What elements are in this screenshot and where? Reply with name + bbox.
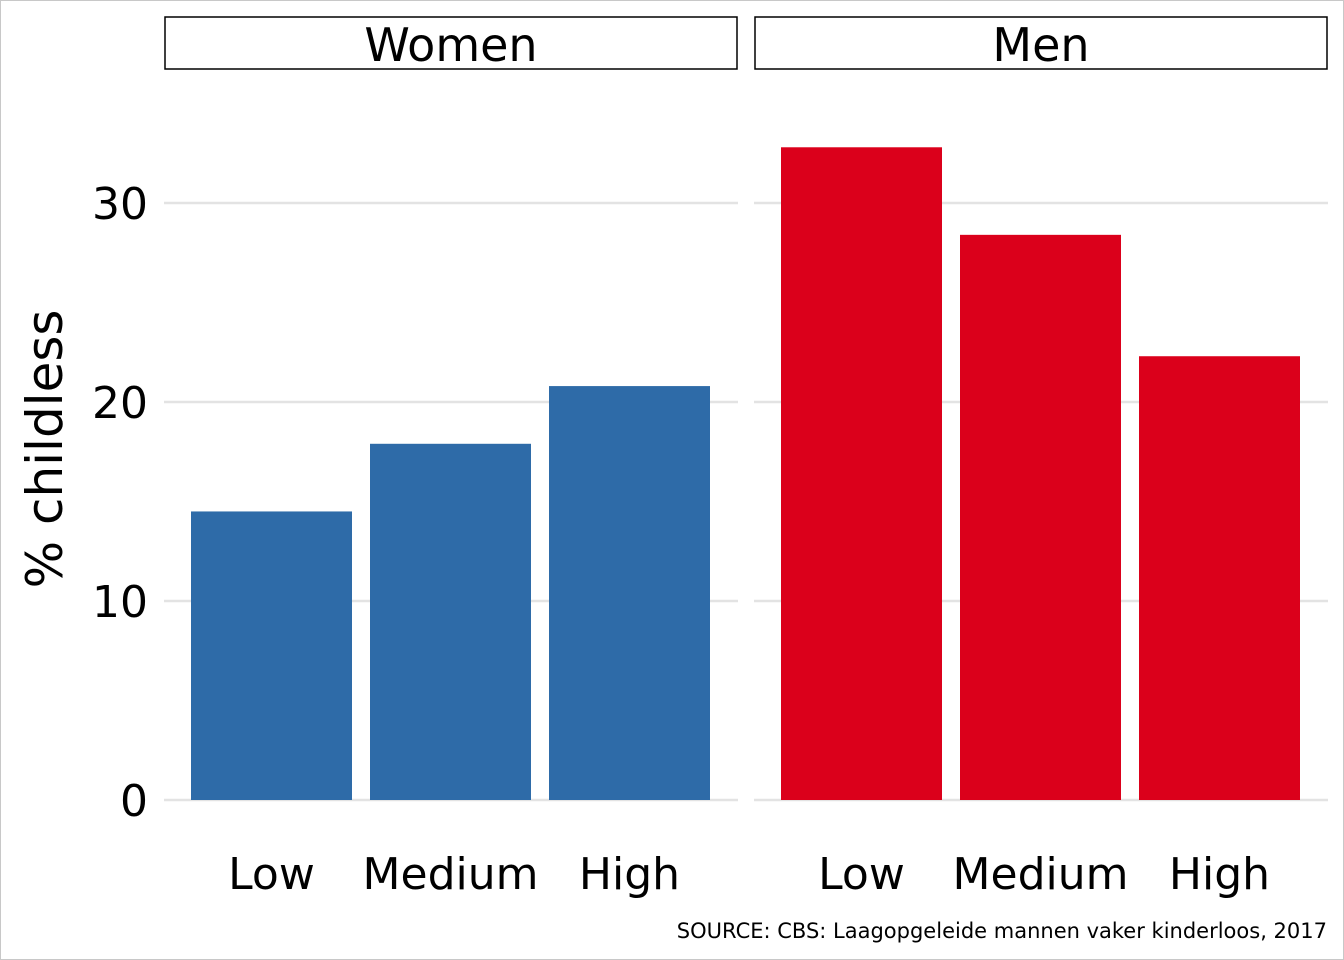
panel-women: Women Low Medium High [164,16,738,900]
bar-women-low [191,511,352,800]
panel-men: Men Low Medium High [754,16,1328,900]
bar-men-medium [960,234,1121,801]
x-tick-label: Medium [363,849,539,900]
x-tick-label: High [1169,849,1270,900]
panel-strip [164,16,738,70]
bar-men-low [781,147,942,800]
x-tick-label: Medium [953,849,1129,900]
y-axis-label: % childless [16,310,74,589]
x-tick-label: High [579,849,680,900]
bar-men-high [1139,356,1300,800]
y-tick-label: 30 [92,179,148,230]
x-tick-label: Low [228,849,315,900]
bar-women-high [549,386,710,800]
panel-strip [754,16,1328,70]
y-tick-label: 0 [120,776,148,827]
panel-strip-title: Men [992,18,1089,72]
panel-strip-title: Women [364,18,537,72]
x-tick-label: Low [818,849,905,900]
bar-women-medium [370,443,531,800]
source-caption: SOURCE: CBS: Laagopgeleide mannen vaker … [677,919,1327,943]
y-tick-label: 10 [92,577,148,628]
y-tick-label: 20 [92,378,148,429]
